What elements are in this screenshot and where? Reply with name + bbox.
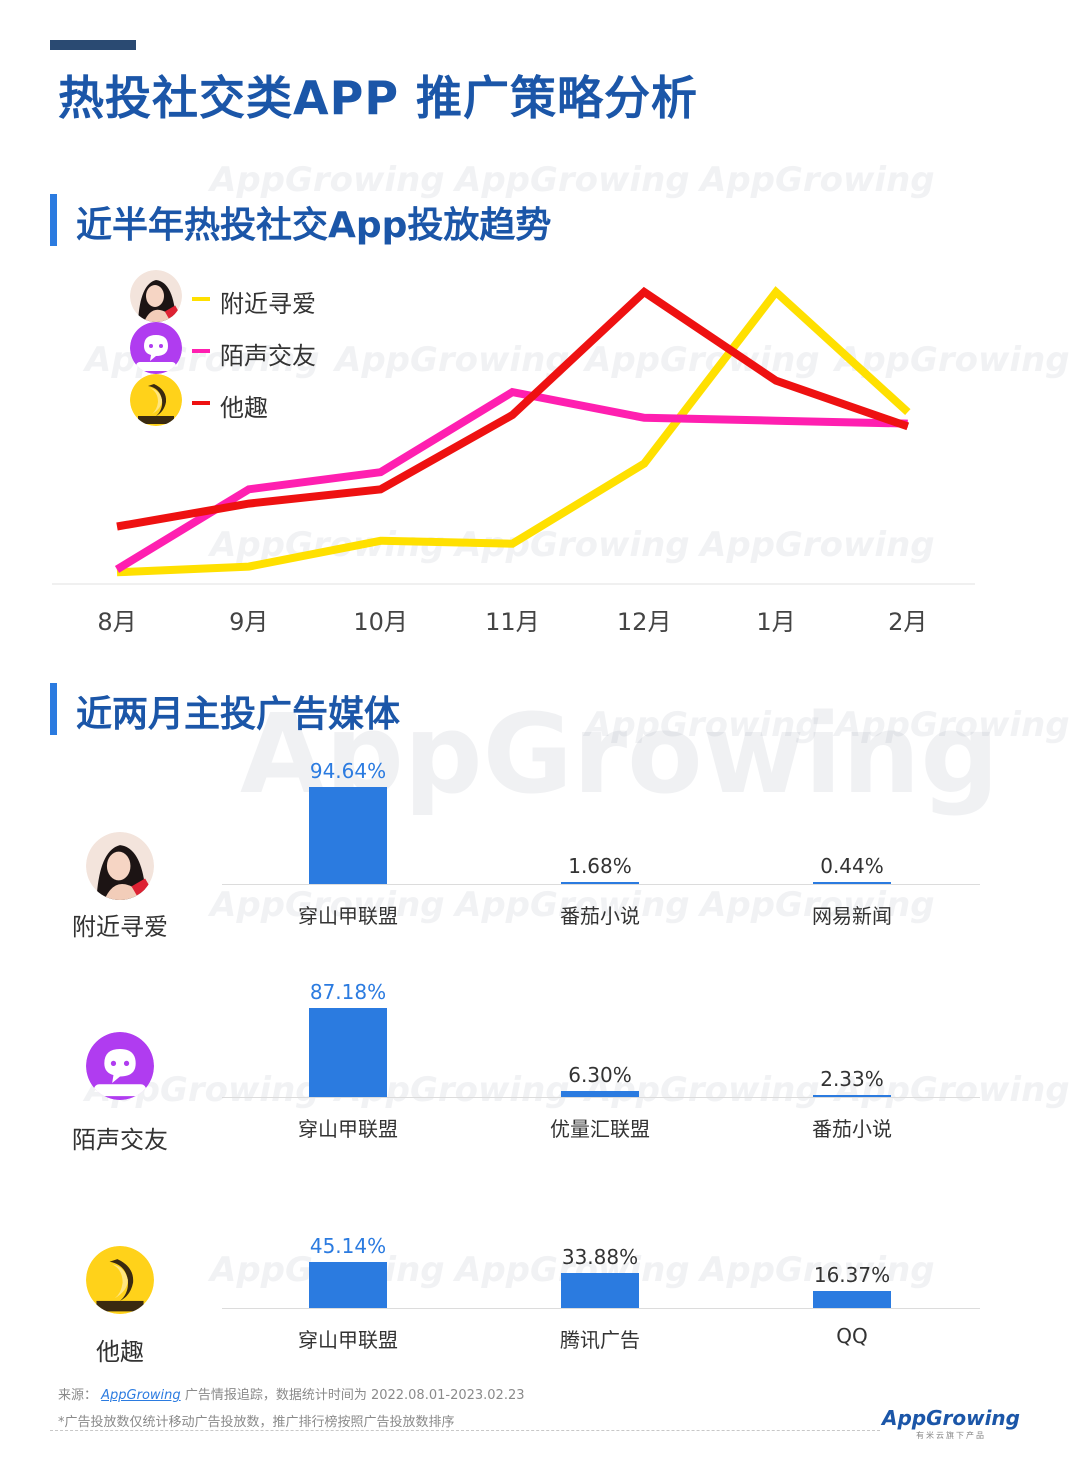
- bar-baseline: [222, 1308, 980, 1309]
- x-tick-label: 11月: [485, 608, 540, 636]
- section-title-media: 近两月主投广告媒体: [76, 694, 401, 735]
- logo-text: AppGrowing: [881, 1406, 1020, 1430]
- bar-value-label: 16.37%: [813, 1263, 891, 1288]
- x-tick-label: 8月: [97, 608, 137, 636]
- series-line: [116, 286, 911, 577]
- bar: [561, 1273, 639, 1308]
- source-text: 广告情报追踪，数据统计时间为 2022.08.01-2023.02.23: [184, 1388, 525, 1403]
- section-title-trend: 近半年热投社交App投放趋势: [76, 205, 552, 246]
- footnote: *广告投放数仅统计移动广告投放数，推广排行榜按照广告投放数排序: [58, 1415, 455, 1430]
- series-line: [116, 286, 910, 531]
- watermark: AppGrowing: [700, 160, 935, 200]
- bar: [561, 882, 639, 884]
- bar-value-label: 45.14%: [309, 1233, 387, 1258]
- legend-swatch: [192, 297, 210, 301]
- source-line: 来源： AppGrowing 广告情报追踪，数据统计时间为 2022.08.01…: [58, 1384, 525, 1403]
- legend-item: 他趣: [130, 374, 390, 426]
- watermark: AppGrowing: [210, 160, 445, 200]
- avatar-photo-icon: [130, 270, 182, 322]
- bar: [813, 882, 891, 884]
- legend-swatch: [192, 349, 210, 353]
- watermark: AppGrowing: [455, 160, 690, 200]
- series-line: [114, 387, 908, 573]
- bar-value-label: 6.30%: [568, 1062, 632, 1087]
- bar: [309, 1261, 387, 1308]
- watermark: AppGrowing: [455, 885, 690, 925]
- bar-category-label: QQ: [836, 1324, 868, 1348]
- watermark: AppGrowing: [700, 1250, 935, 1290]
- bar-category-label: 穿山甲联盟: [298, 1117, 398, 1141]
- bar-value-label: 2.33%: [820, 1066, 884, 1091]
- bar-value-label: 94.64%: [309, 759, 387, 783]
- app-name: 他趣: [96, 1338, 144, 1366]
- app-name: 附近寻爱: [72, 913, 168, 941]
- bar: [309, 1007, 387, 1097]
- section-accent-bar: [50, 683, 57, 735]
- source-prefix: 来源：: [58, 1388, 98, 1403]
- legend-swatch: [192, 401, 210, 405]
- source-link[interactable]: AppGrowing: [101, 1388, 181, 1403]
- bar: [309, 787, 387, 884]
- bar-category-label: 穿山甲联盟: [298, 904, 398, 928]
- legend-label: 附近寻爱: [220, 290, 316, 318]
- x-tick-label: 10月: [353, 608, 408, 636]
- chat-bubble-icon: [130, 322, 182, 374]
- bar-category-label: 网易新闻: [812, 904, 892, 928]
- legend-item: 附近寻爱: [130, 270, 390, 322]
- section-accent-bar: [50, 194, 57, 246]
- watermark: AppGrowing: [835, 1070, 1070, 1110]
- legend-label: 他趣: [220, 394, 268, 422]
- logo-subtext: 有米云旗下产品: [915, 1431, 986, 1440]
- watermark: AppGrowing: [335, 340, 570, 380]
- watermark: AppGrowing: [835, 340, 1070, 380]
- x-tick-label: 2月: [888, 608, 928, 636]
- brand-logo: AppGrowing 有米云旗下产品: [882, 1406, 1020, 1441]
- banana-icon: [86, 1246, 154, 1314]
- watermark: AppGrowing: [585, 1070, 820, 1110]
- footer-divider: [50, 1430, 880, 1431]
- bar-category-label: 番茄小说: [812, 1117, 892, 1141]
- title-accent-bar: [50, 40, 136, 50]
- watermark: AppGrowing: [700, 885, 935, 925]
- page-title: 热投社交类APP 推广策略分析: [58, 71, 699, 125]
- bar: [561, 1090, 639, 1097]
- bar-value-label: 0.44%: [820, 854, 884, 878]
- bar-value-label: 87.18%: [309, 979, 387, 1004]
- x-tick-label: 1月: [756, 608, 796, 636]
- legend-item: 陌声交友: [130, 322, 390, 374]
- trend-line-chart: [52, 286, 975, 585]
- avatar-photo-icon: [86, 832, 154, 900]
- bar-category-label: 番茄小说: [560, 904, 640, 928]
- bar-value-label: 1.68%: [568, 854, 632, 878]
- bar: [813, 1291, 891, 1308]
- watermark: AppGrowing: [585, 340, 820, 380]
- watermark: AppGrowing: [585, 705, 820, 745]
- bar-category-label: 腾讯广告: [560, 1328, 640, 1352]
- bar-category-label: 优量汇联盟: [550, 1117, 650, 1141]
- banana-icon: [130, 374, 182, 426]
- bar-baseline: [222, 884, 980, 885]
- chat-bubble-icon: [86, 1032, 154, 1100]
- bar: [813, 1094, 891, 1097]
- x-tick-label: 12月: [616, 608, 672, 636]
- bar-baseline: [222, 1097, 980, 1098]
- watermark: AppGrowing: [835, 705, 1070, 745]
- legend-label: 陌声交友: [220, 342, 316, 370]
- x-tick-label: 9月: [229, 608, 269, 636]
- watermark: AppGrowing: [210, 885, 445, 925]
- bar-value-label: 33.88%: [561, 1245, 639, 1270]
- bar-category-label: 穿山甲联盟: [298, 1328, 398, 1352]
- app-name: 陌声交友: [72, 1126, 168, 1154]
- watermark: AppGrowing: [85, 340, 320, 380]
- watermark: AppGrowing: [700, 525, 935, 565]
